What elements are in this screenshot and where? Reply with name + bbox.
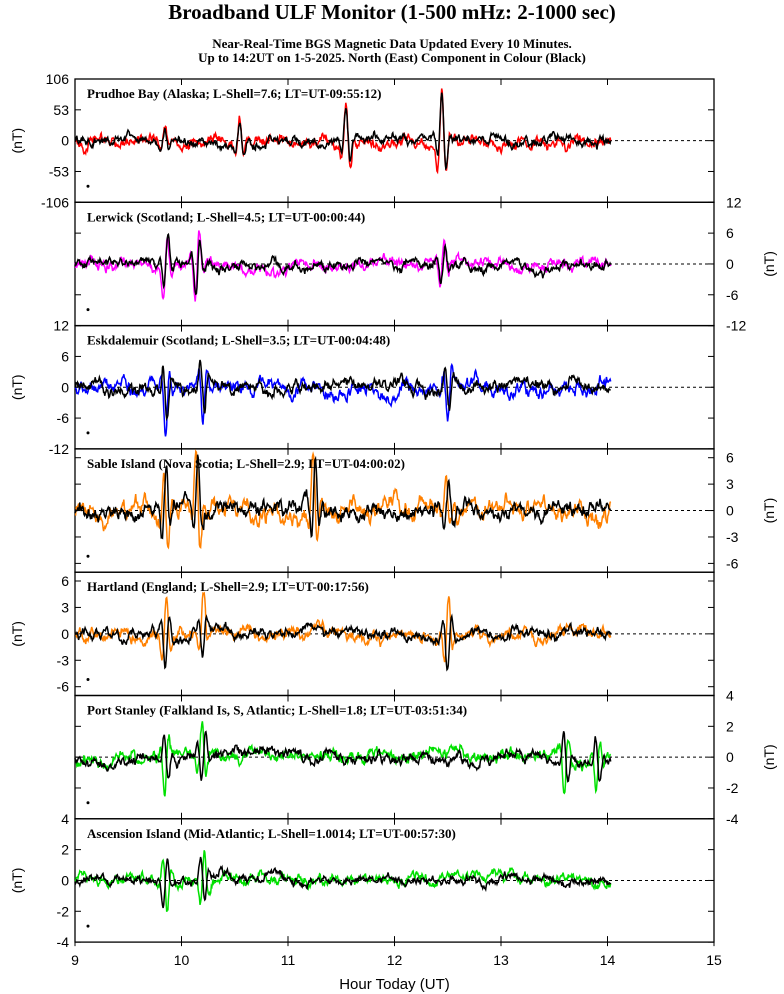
panel-2-unit-label: (nT) [761,251,777,277]
panel-3-ytick-label: 6 [61,348,69,364]
panel-3-ytick-label: -12 [49,441,69,457]
panel-4-ytick-label: -3 [726,529,739,545]
panel-5-ytick-label: 0 [61,626,69,642]
panel-1-ytick-label: 106 [46,71,70,87]
panel-3-station-title: Eskdalemuir (Scotland; L-Shell=3.5; LT=U… [87,333,390,348]
panel-6-station-title: Port Stanley (Falkland Is, S, Atlantic; … [87,703,467,718]
x-tick-label: 15 [706,952,722,968]
x-tick-label: 11 [281,952,296,968]
panel-4-ytick-label: 0 [726,503,734,519]
panel-1-marker-dot [86,184,90,188]
panel-4-marker-dot [86,554,90,558]
panel-2-ytick-label: 12 [726,194,742,210]
panel-5-ytick-label: -3 [57,652,70,668]
panel-7-marker-dot [86,924,90,928]
panel-4-ytick-label: -6 [726,555,739,571]
panel-2-ytick-label: 6 [726,225,734,241]
panel-3-east-trace [74,359,611,422]
panel-7-ytick-label: 4 [61,811,69,827]
panel-1-ytick-label: 0 [61,133,69,149]
panel-7-ytick-label: 2 [61,842,69,858]
panel-3-ytick-label: 0 [61,379,69,395]
x-axis-label: Hour Today (UT) [339,976,450,993]
panel-5-ytick-label: 6 [61,573,69,589]
x-tick-label: 9 [71,952,79,968]
panel-4-ytick-label: 3 [726,476,734,492]
panel-2-ytick-label: 0 [726,256,734,272]
panel-2-ytick-label: -12 [726,318,746,334]
panel-1-ytick-label: 53 [53,102,69,118]
panel-6-ytick-label: 2 [726,718,734,734]
chart-subtitle-line-2: Up to 14:2UT on 1-5-2025. North (East) C… [198,50,586,65]
panel-5-north-trace [74,591,612,663]
panel-1-station-title: Prudhoe Bay (Alaska; L-Shell=7.6; LT=UT-… [87,86,381,101]
x-tick-label: 12 [387,952,403,968]
panel-3-ytick-label: 12 [53,318,69,334]
panel-5-east-trace [74,613,612,672]
panel-7-ytick-label: 0 [61,872,69,888]
panel-4-north-trace [74,449,612,550]
panel-6-east-trace [74,730,612,783]
panel-5-unit-label: (nT) [9,621,25,647]
panel-6-ytick-label: 4 [726,688,734,704]
panel-6-ytick-label: -2 [726,780,739,796]
panel-6-ytick-label: 0 [726,749,734,765]
panel-5-ytick-label: 3 [61,599,69,615]
panel-4-ytick-label: 6 [726,450,734,466]
chart-title: Broadband ULF Monitor (1-500 mHz: 2-1000… [168,0,616,24]
x-tick-label: 14 [600,952,616,968]
panel-7-ytick-label: -2 [57,903,70,919]
panel-1-unit-label: (nT) [9,128,25,154]
panel-3-ytick-label: -6 [57,410,70,426]
panel-4-station-title: Sable Island (Nova Scotia; L-Shell=2.9; … [87,456,405,471]
panel-5-ytick-label: -6 [57,679,70,695]
panel-1-east-trace [74,92,612,171]
panel-2-station-title: Lerwick (Scotland; L-Shell=4.5; LT=UT-00… [87,209,365,224]
panel-3-north-trace [74,362,612,437]
panel-7-station-title: Ascension Island (Mid-Atlantic; L-Shell=… [87,826,456,841]
panel-6-marker-dot [86,801,90,805]
panel-3-marker-dot [86,431,90,435]
panel-2-east-trace [74,232,612,296]
panel-3-unit-label: (nT) [9,374,25,400]
panel-2-ytick-label: -6 [726,287,739,303]
panel-6-unit-label: (nT) [761,744,777,770]
x-tick-label: 13 [493,952,509,968]
panel-5-station-title: Hartland (England; L-Shell=2.9; LT=UT-00… [87,579,369,594]
panel-1-ytick-label: -106 [41,194,69,210]
panel-7-east-trace [74,856,612,909]
panel-1-north-trace [74,88,612,175]
panel-5-marker-dot [86,678,90,681]
panel-7-ytick-label: -4 [57,934,70,950]
chart-subtitle-line-1: Near-Real-Time BGS Magnetic Data Updated… [212,36,572,51]
x-tick-label: 10 [174,952,190,968]
panel-4-unit-label: (nT) [761,498,777,524]
panel-2-marker-dot [86,308,90,312]
panel-4-east-trace [74,454,612,540]
panel-7-unit-label: (nT) [9,868,25,894]
panel-6-ytick-label: -4 [726,811,739,827]
panel-1-ytick-label: -53 [49,163,69,179]
